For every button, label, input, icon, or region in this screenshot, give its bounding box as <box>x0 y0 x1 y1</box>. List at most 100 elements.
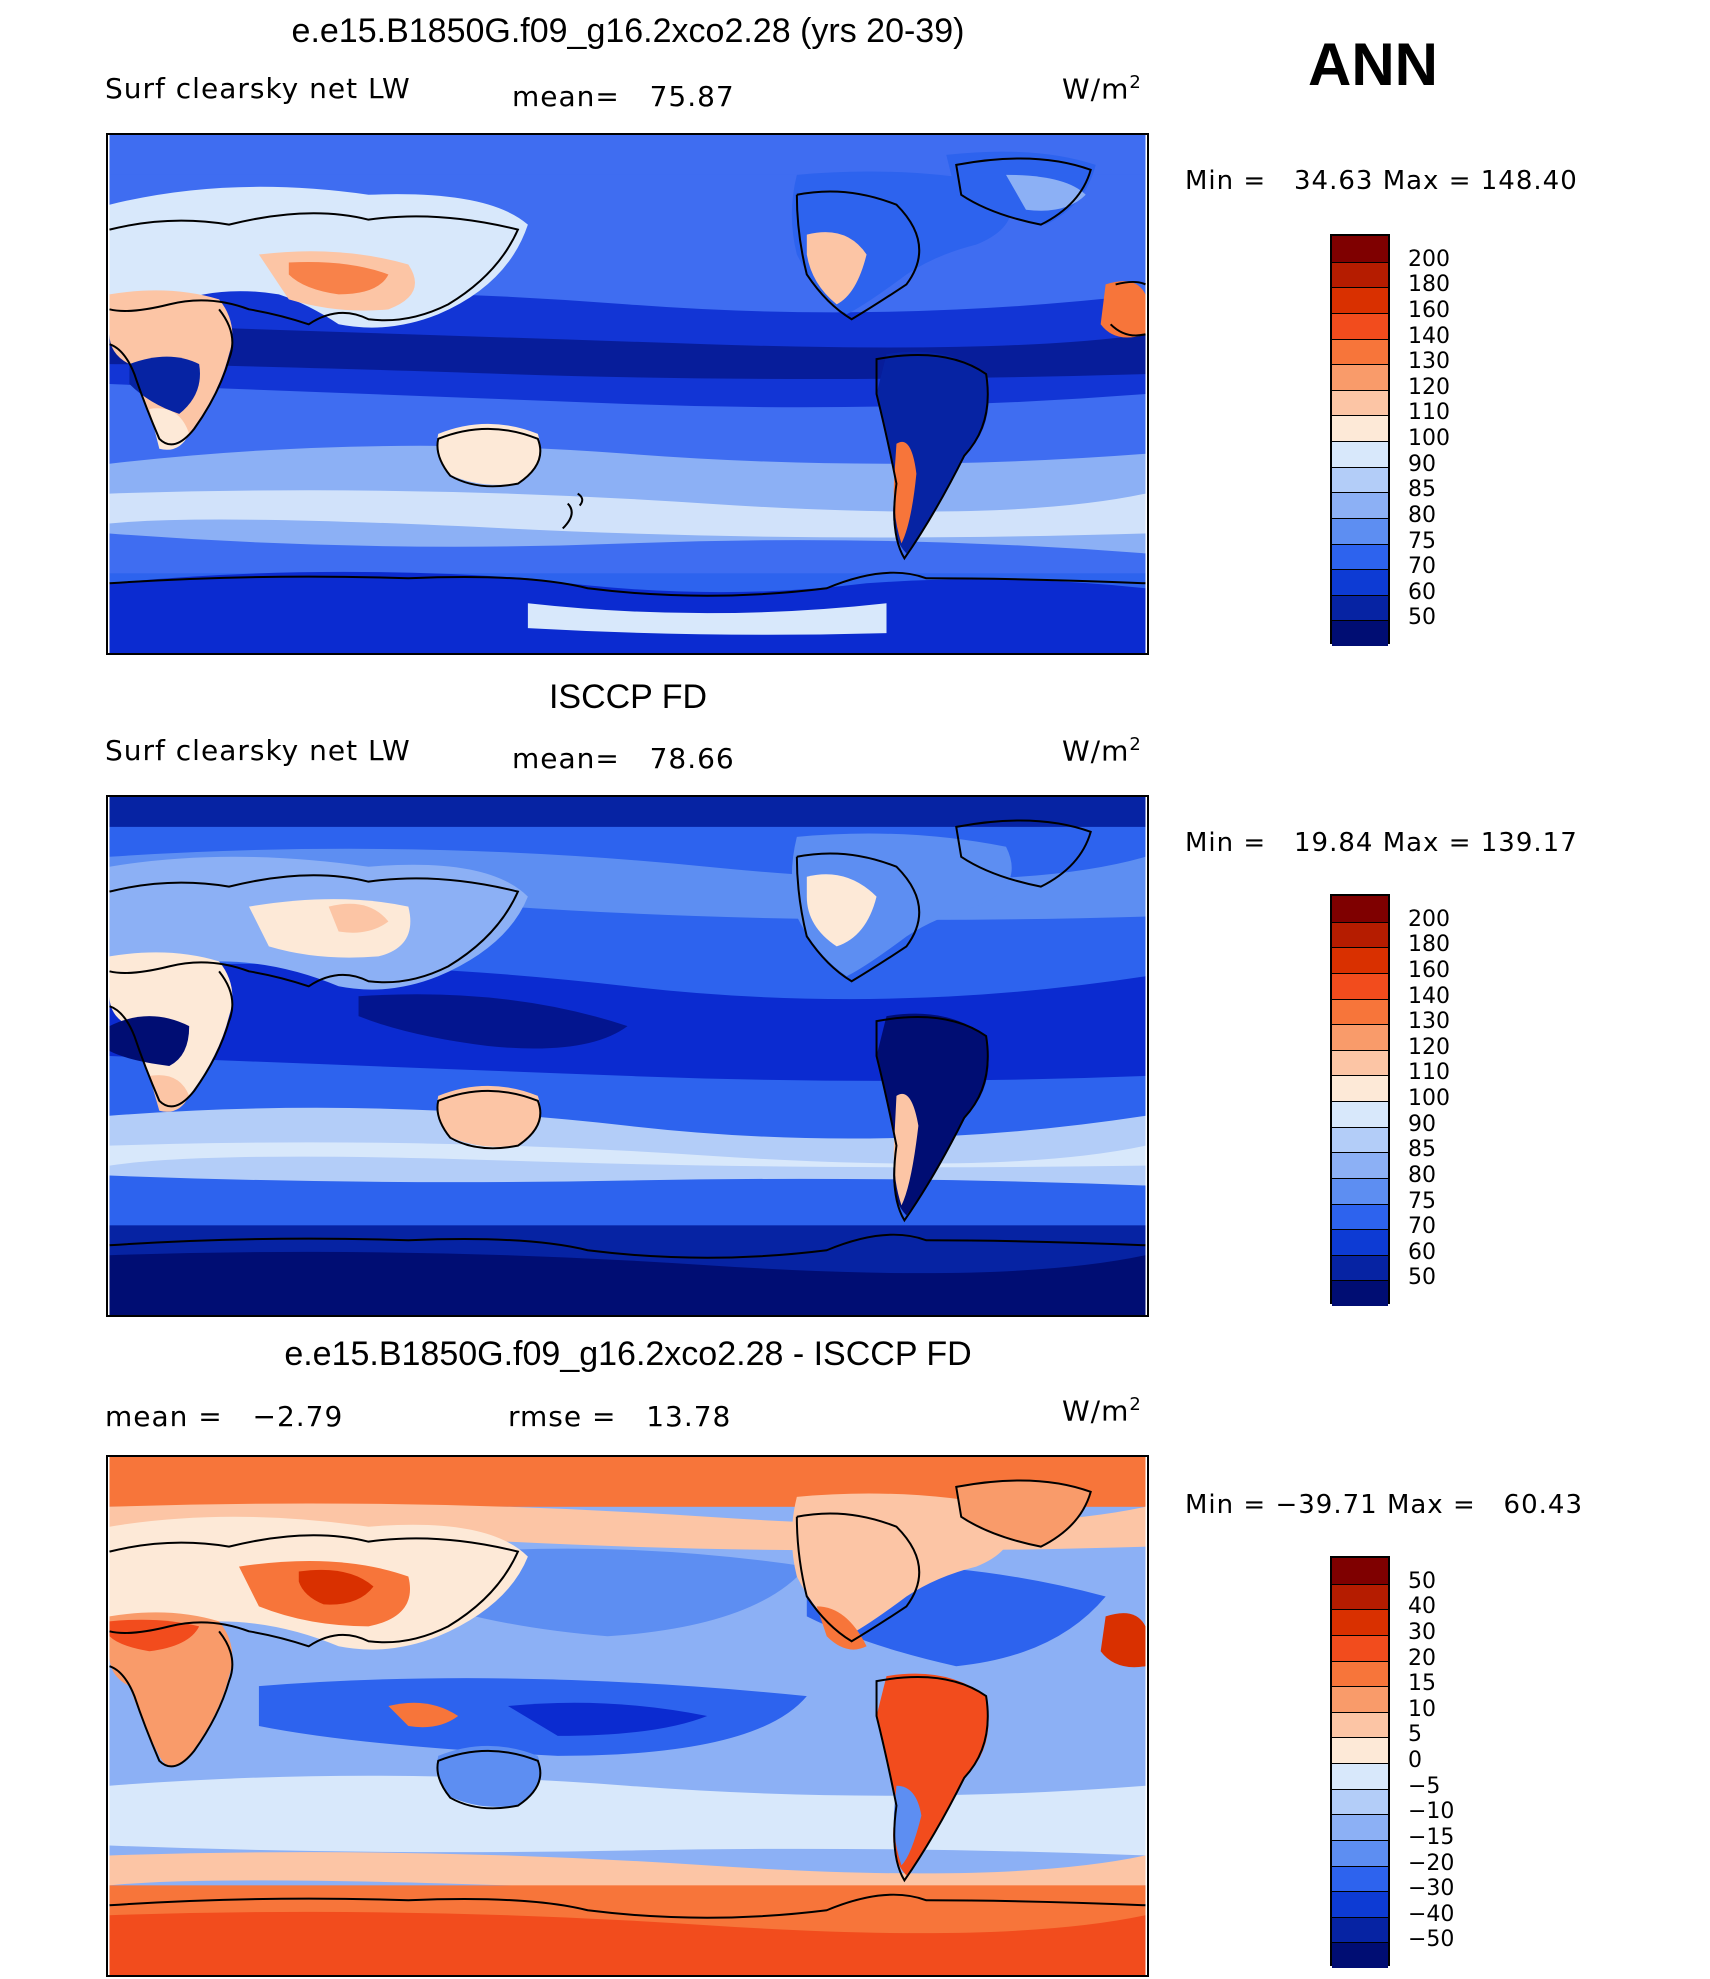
colorbar-swatch <box>1332 1891 1388 1917</box>
colorbar-swatch <box>1332 921 1388 948</box>
panel1-minmax: Min = 34.63 Max = 148.40 <box>1185 166 1578 196</box>
colorbar-tick-label: 75 <box>1408 528 1436 554</box>
panel3-min-value: −39.71 <box>1275 1490 1378 1520</box>
colorbar-tick-label: −5 <box>1408 1773 1441 1799</box>
colorbar-tick-label: 70 <box>1408 1214 1436 1240</box>
colorbar-tick-label: 160 <box>1408 297 1450 323</box>
panel1-map <box>106 133 1149 655</box>
panel2-min-label: Min = <box>1185 828 1267 858</box>
colorbar-tick-label: 160 <box>1408 957 1450 983</box>
colorbar-tick-label: 110 <box>1408 1060 1450 1086</box>
colorbar-tick-label: 50 <box>1408 1568 1436 1594</box>
panel3-units-base: W/m <box>1062 1394 1130 1428</box>
colorbar-tick-label: 200 <box>1408 906 1450 932</box>
panel2-mean-key: mean= <box>512 742 620 775</box>
colorbar-tick-label: 60 <box>1408 1239 1436 1265</box>
colorbar-swatch <box>1332 1609 1388 1635</box>
colorbar-swatch <box>1332 415 1388 441</box>
panel3-units: W/m2 <box>1062 1394 1142 1427</box>
panel2-title: ISCCP FD <box>548 678 708 716</box>
colorbar-tick-label: 100 <box>1408 426 1450 451</box>
colorbar-tick-label: 80 <box>1408 1162 1436 1188</box>
colorbar-tick-label: 120 <box>1408 374 1450 400</box>
panel3-mean-label: mean = −2.79 <box>105 1400 343 1433</box>
colorbar-tick-label: 80 <box>1408 502 1436 528</box>
colorbar-tick-label: 50 <box>1408 1265 1436 1291</box>
colorbar-swatch <box>1332 1254 1388 1281</box>
colorbar-swatch <box>1332 236 1388 262</box>
colorbar-swatch <box>1332 1916 1388 1943</box>
panel1-min-value: 34.63 <box>1293 166 1374 196</box>
colorbar-tick-label: −40 <box>1408 1901 1455 1927</box>
panel1-units: W/m2 <box>1062 72 1142 105</box>
panel3-colorbar <box>1330 1556 1390 1968</box>
colorbar-swatch <box>1332 1177 1388 1204</box>
panel3-map <box>106 1455 1149 1977</box>
panel1-units-exponent: 2 <box>1129 72 1142 93</box>
panel3-minmax: Min = −39.71 Max = 60.43 <box>1185 1490 1583 1520</box>
colorbar-tick-label: 85 <box>1408 1137 1436 1163</box>
colorbar-tick-label: −50 <box>1408 1927 1455 1953</box>
colorbar-tick-label: 30 <box>1408 1619 1436 1645</box>
colorbar-swatch <box>1332 1763 1388 1789</box>
panel2-units-exponent: 2 <box>1129 734 1142 755</box>
colorbar-swatch <box>1332 1280 1388 1306</box>
panel2-map <box>106 795 1149 1317</box>
colorbar-tick-label: 110 <box>1408 400 1450 426</box>
colorbar-swatch <box>1332 312 1388 339</box>
panel3-rmse-value: 13.78 <box>646 1400 732 1433</box>
colorbar-tick-label: −10 <box>1408 1799 1455 1825</box>
colorbar-swatch <box>1332 1942 1388 1968</box>
colorbar-swatch <box>1332 569 1388 595</box>
colorbar-swatch <box>1332 441 1388 467</box>
colorbar-tick-label: 20 <box>1408 1645 1436 1671</box>
colorbar-swatch <box>1332 1865 1388 1892</box>
panel1-mean-value: 75.87 <box>649 80 735 113</box>
colorbar-swatch <box>1332 1024 1388 1050</box>
colorbar-swatch <box>1332 1634 1388 1661</box>
panel3-mean-key: mean = <box>105 1400 223 1433</box>
panel2-mean-value: 78.66 <box>649 742 735 775</box>
colorbar-swatch <box>1332 1839 1388 1866</box>
panel3-min-label: Min = <box>1185 1490 1267 1520</box>
panel1-max-value: 148.40 <box>1480 166 1578 196</box>
colorbar-swatch <box>1332 1126 1388 1153</box>
colorbar-swatch <box>1332 261 1388 288</box>
colorbar-swatch <box>1332 1814 1388 1840</box>
panel2-minmax: Min = 19.84 Max = 139.17 <box>1185 828 1578 858</box>
colorbar-tick-label: 130 <box>1408 1009 1450 1035</box>
panel2-colorbar <box>1330 894 1390 1306</box>
colorbar-swatch <box>1332 947 1388 973</box>
colorbar-tick-label: 10 <box>1408 1696 1436 1722</box>
panel2-min-value: 19.84 <box>1293 828 1374 858</box>
colorbar-tick-label: 15 <box>1408 1671 1436 1697</box>
colorbar-swatch <box>1332 466 1388 493</box>
season-label: ANN <box>1308 31 1438 98</box>
panel2-max-value: 139.17 <box>1480 828 1578 858</box>
colorbar-swatch <box>1332 338 1388 365</box>
panel1-title: e.e15.B1850G.f09_g16.2xco2.28 (yrs 20-39… <box>291 12 965 50</box>
panel2-mean-label: mean= 78.66 <box>512 742 735 775</box>
panel1-colorbar <box>1330 234 1390 646</box>
panel1-mean-label: mean= 75.87 <box>512 80 735 113</box>
panel3-max-label: Max = <box>1386 1490 1476 1520</box>
colorbar-tick-label: −15 <box>1408 1824 1455 1850</box>
colorbar-swatch <box>1332 1558 1388 1584</box>
colorbar-tick-label: 120 <box>1408 1034 1450 1060</box>
colorbar-swatch <box>1332 364 1388 390</box>
panel1-min-label: Min = <box>1185 166 1267 196</box>
colorbar-swatch <box>1332 1152 1388 1178</box>
colorbar-tick-label: 60 <box>1408 579 1436 605</box>
colorbar-swatch <box>1332 594 1388 621</box>
colorbar-swatch <box>1332 1229 1388 1255</box>
panel3-rmse-key: rmse = <box>508 1400 617 1433</box>
colorbar-tick-label: −30 <box>1408 1876 1455 1902</box>
colorbar-swatch <box>1332 1660 1388 1687</box>
panel3-units-exponent: 2 <box>1129 1394 1142 1415</box>
panel1-map-canvas <box>109 135 1146 653</box>
colorbar-tick-label: 85 <box>1408 477 1436 503</box>
colorbar-swatch <box>1332 389 1388 416</box>
colorbar-swatch <box>1332 896 1388 922</box>
colorbar-tick-label: 180 <box>1408 932 1450 958</box>
panel2-units: W/m2 <box>1062 734 1142 767</box>
